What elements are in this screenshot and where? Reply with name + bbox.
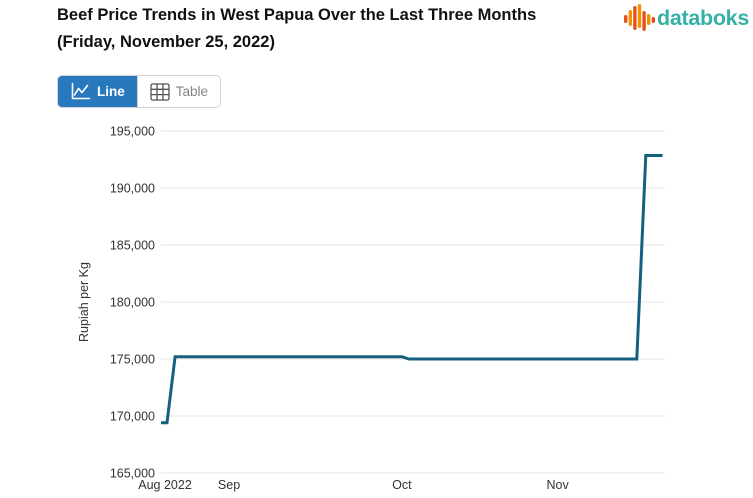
- line-view-button[interactable]: Line: [58, 76, 137, 107]
- y-tick-label: 165,000: [110, 467, 155, 481]
- y-axis-label: Rupiah per Kg: [77, 262, 91, 342]
- y-tick-label: 195,000: [110, 125, 155, 139]
- y-tick-label: 190,000: [110, 182, 155, 196]
- databoks-bars-icon: [624, 4, 655, 33]
- price-line-chart[interactable]: 165,000 170,000 175,000 180,000 185,000 190,0…: [0, 115, 753, 498]
- line-chart-icon: [70, 82, 91, 101]
- chart-title-line1: Beef Price Trends in West Papua Over the…: [57, 6, 537, 24]
- chart-title-line2: (Friday, November 25, 2022): [57, 33, 275, 51]
- x-tick-label: Nov: [547, 478, 570, 492]
- price-line[interactable]: [161, 154, 663, 425]
- y-tick-label: 185,000: [110, 239, 155, 253]
- databoks-logo: databoks: [624, 4, 749, 33]
- table-view-button[interactable]: Table: [136, 76, 220, 107]
- table-icon: [150, 82, 170, 101]
- y-tick-label: 180,000: [110, 296, 155, 310]
- line-view-label: Line: [97, 84, 125, 99]
- y-tick-label: 175,000: [110, 353, 155, 367]
- x-tick-label: Oct: [392, 478, 412, 492]
- databoks-logo-text: databoks: [657, 6, 749, 30]
- view-toggle: Line Table: [57, 75, 222, 108]
- x-tick-label: Aug 2022: [138, 478, 192, 492]
- page-title: Beef Price Trends in West Papua Over the…: [57, 2, 617, 56]
- y-tick-label: 170,000: [110, 410, 155, 424]
- table-view-label: Table: [175, 84, 209, 99]
- x-tick-label: Sep: [218, 478, 240, 492]
